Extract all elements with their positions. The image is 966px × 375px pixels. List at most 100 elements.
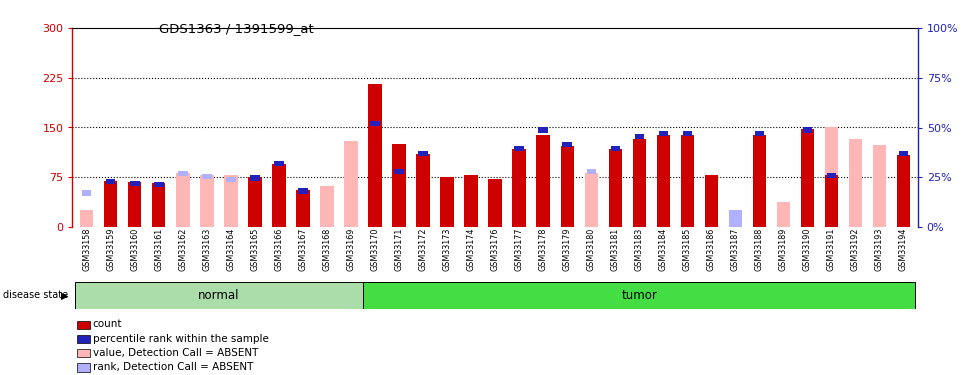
Text: GSM33185: GSM33185 bbox=[683, 227, 692, 271]
Text: count: count bbox=[93, 320, 123, 329]
Bar bbox=[538, 128, 548, 133]
Bar bbox=[753, 135, 766, 227]
Bar bbox=[153, 183, 165, 227]
Text: GSM33162: GSM33162 bbox=[179, 227, 187, 271]
Bar bbox=[657, 135, 669, 227]
Text: GSM33191: GSM33191 bbox=[827, 227, 836, 271]
Bar bbox=[224, 175, 238, 227]
Bar bbox=[801, 129, 813, 227]
Bar bbox=[896, 155, 910, 227]
Bar bbox=[683, 131, 692, 136]
Bar bbox=[104, 180, 118, 227]
Bar bbox=[586, 169, 596, 174]
Bar bbox=[321, 186, 333, 227]
Text: GSM33183: GSM33183 bbox=[635, 227, 643, 271]
Text: disease state: disease state bbox=[3, 291, 68, 300]
Text: GSM33193: GSM33193 bbox=[875, 227, 884, 271]
Bar bbox=[635, 134, 643, 140]
Text: GSM33160: GSM33160 bbox=[130, 227, 139, 271]
Bar bbox=[659, 131, 668, 136]
Text: GSM33179: GSM33179 bbox=[562, 227, 572, 271]
Text: GDS1363 / 1391599_at: GDS1363 / 1391599_at bbox=[159, 22, 314, 36]
Bar bbox=[513, 149, 526, 227]
Bar bbox=[177, 172, 189, 227]
Text: GSM33170: GSM33170 bbox=[371, 227, 380, 271]
Bar bbox=[394, 169, 404, 174]
Text: GSM33166: GSM33166 bbox=[274, 227, 283, 271]
Text: GSM33174: GSM33174 bbox=[467, 227, 475, 271]
Bar bbox=[872, 145, 886, 227]
Bar bbox=[179, 171, 187, 176]
Bar bbox=[155, 182, 163, 187]
Bar bbox=[130, 180, 139, 186]
Text: GSM33181: GSM33181 bbox=[611, 227, 619, 271]
Bar bbox=[297, 190, 309, 227]
Bar bbox=[898, 151, 908, 156]
Bar bbox=[611, 146, 620, 152]
Text: GSM33176: GSM33176 bbox=[491, 227, 499, 271]
Text: GSM33190: GSM33190 bbox=[803, 227, 811, 271]
Bar bbox=[272, 164, 286, 227]
Bar bbox=[82, 190, 92, 196]
Bar bbox=[633, 140, 645, 227]
Bar bbox=[560, 146, 574, 227]
Text: GSM33172: GSM33172 bbox=[418, 227, 428, 271]
Bar bbox=[704, 175, 718, 227]
Text: GSM33187: GSM33187 bbox=[730, 227, 740, 271]
Bar bbox=[827, 172, 836, 178]
Bar bbox=[825, 128, 838, 227]
Bar bbox=[562, 142, 572, 147]
Bar bbox=[803, 128, 811, 133]
FancyBboxPatch shape bbox=[363, 282, 916, 309]
Bar bbox=[179, 171, 187, 176]
Text: normal: normal bbox=[198, 290, 240, 302]
Bar bbox=[418, 151, 428, 156]
Bar bbox=[586, 169, 596, 174]
Bar bbox=[274, 160, 284, 166]
Bar bbox=[536, 135, 550, 227]
Text: GSM33192: GSM33192 bbox=[851, 227, 860, 271]
Bar bbox=[226, 177, 236, 183]
Text: GSM33165: GSM33165 bbox=[250, 227, 260, 271]
Bar bbox=[489, 179, 501, 227]
Bar bbox=[609, 149, 622, 227]
Text: ▶: ▶ bbox=[61, 291, 69, 300]
Bar bbox=[106, 179, 116, 184]
Text: GSM33189: GSM33189 bbox=[779, 227, 787, 271]
Bar bbox=[728, 210, 742, 227]
Bar bbox=[465, 175, 477, 227]
Text: GSM33186: GSM33186 bbox=[707, 227, 716, 271]
Text: GSM33173: GSM33173 bbox=[442, 227, 451, 271]
Text: GSM33171: GSM33171 bbox=[394, 227, 404, 271]
Text: GSM33168: GSM33168 bbox=[323, 227, 331, 271]
Bar bbox=[250, 175, 260, 180]
Bar bbox=[515, 146, 524, 152]
FancyBboxPatch shape bbox=[74, 282, 363, 309]
Bar bbox=[392, 144, 406, 227]
Text: GSM33178: GSM33178 bbox=[539, 227, 548, 271]
Bar bbox=[416, 154, 430, 227]
Text: value, Detection Call = ABSENT: value, Detection Call = ABSENT bbox=[93, 348, 258, 358]
Bar bbox=[584, 172, 598, 227]
Bar bbox=[849, 140, 862, 227]
Bar bbox=[82, 190, 92, 196]
Text: GSM33164: GSM33164 bbox=[226, 227, 236, 271]
Text: GSM33163: GSM33163 bbox=[203, 227, 212, 271]
Bar bbox=[80, 210, 94, 227]
Bar bbox=[370, 121, 380, 126]
Text: GSM33169: GSM33169 bbox=[347, 227, 355, 271]
Text: rank, Detection Call = ABSENT: rank, Detection Call = ABSENT bbox=[93, 362, 253, 372]
Bar bbox=[754, 131, 764, 136]
Bar bbox=[202, 174, 212, 179]
Text: percentile rank within the sample: percentile rank within the sample bbox=[93, 334, 269, 344]
Text: GSM33180: GSM33180 bbox=[586, 227, 596, 271]
Bar bbox=[440, 177, 454, 227]
Bar bbox=[345, 141, 357, 227]
Bar bbox=[248, 177, 262, 227]
Text: GSM33167: GSM33167 bbox=[298, 227, 307, 271]
Text: GSM33184: GSM33184 bbox=[659, 227, 668, 271]
Text: GSM33158: GSM33158 bbox=[82, 227, 92, 271]
Text: GSM33194: GSM33194 bbox=[898, 227, 908, 271]
Text: GSM33177: GSM33177 bbox=[515, 227, 524, 271]
Bar bbox=[825, 175, 838, 227]
